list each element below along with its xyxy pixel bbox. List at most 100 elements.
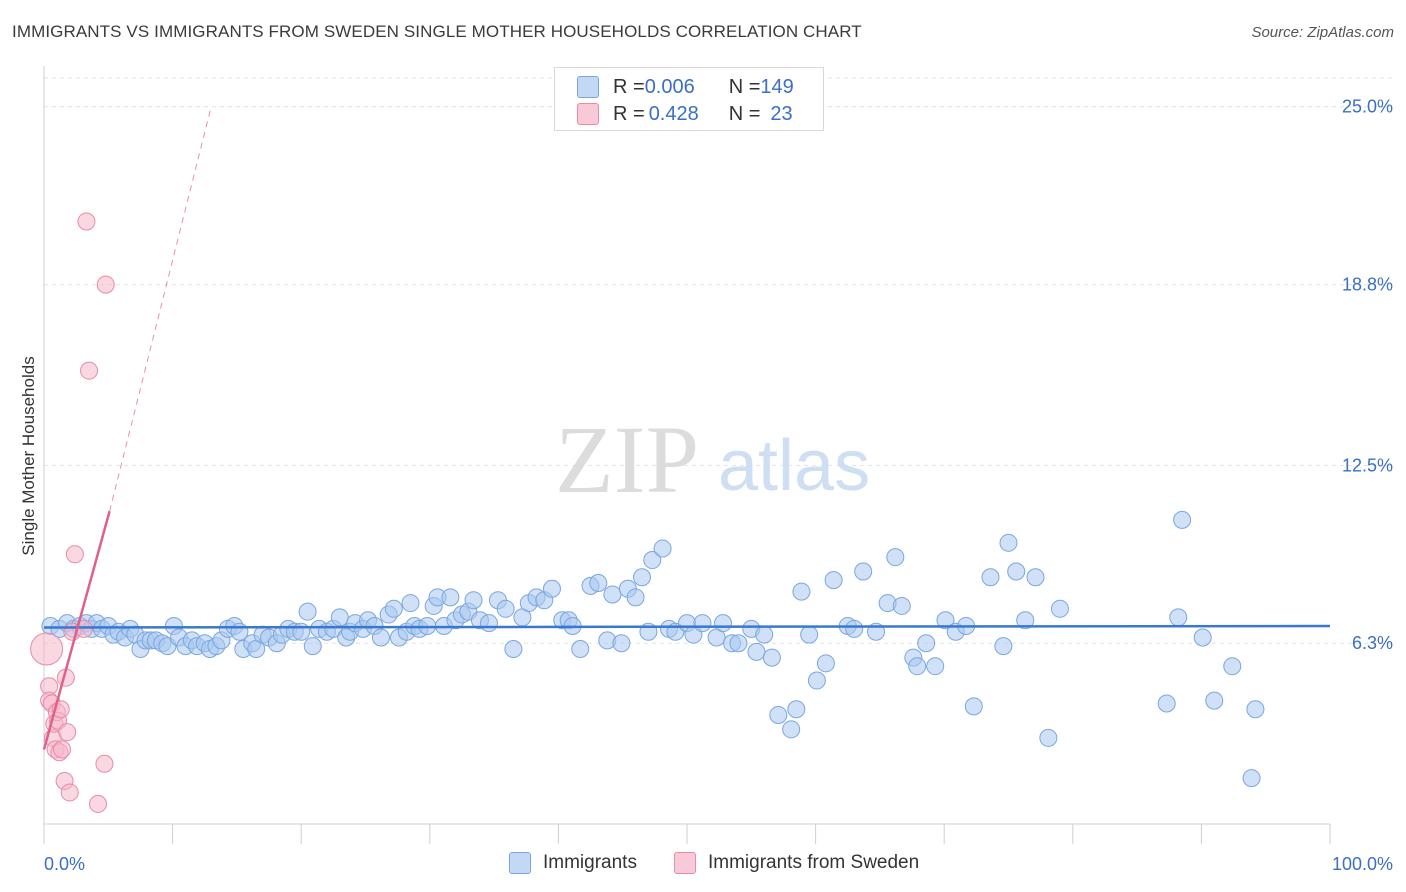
data-point-immigrants [1223, 657, 1242, 676]
source-label: Source: ZipAtlas.com [1251, 24, 1394, 41]
bottom-legend-label-immigrants: Immigrants [543, 852, 637, 873]
data-point-immigrants [643, 551, 662, 570]
y-axis-title: Single Mother Households [19, 356, 38, 555]
legend-n-value: 149 [760, 75, 794, 98]
legend-row-sweden: R = 0.428 N = 23 [577, 101, 793, 127]
data-point-sweden [65, 545, 84, 564]
data-point-immigrants [1039, 728, 1058, 747]
data-point-immigrants [464, 591, 483, 610]
data-point-immigrants [1173, 510, 1192, 529]
legend-n-value: 23 [770, 102, 793, 125]
data-point-immigrants [917, 634, 936, 653]
data-point-sweden [80, 361, 99, 380]
data-point-immigrants [800, 625, 819, 644]
data-point-immigrants [999, 533, 1018, 552]
data-point-immigrants [994, 637, 1013, 656]
data-point-immigrants [1193, 628, 1212, 647]
y-tick-label: 6.3% [1352, 633, 1393, 653]
gridlines [44, 77, 1392, 644]
series-immigrants-from-sweden [30, 212, 115, 813]
x-tick-label: 100.0% [1332, 854, 1393, 874]
data-point-immigrants [936, 611, 955, 630]
data-point-immigrants [892, 596, 911, 615]
legend-n-label: N = [728, 102, 761, 125]
data-point-immigrants [729, 634, 748, 653]
data-point-immigrants [441, 588, 460, 607]
data-point-immigrants [755, 625, 774, 644]
data-point-immigrants [1050, 599, 1069, 618]
bottom-legend-swatch-immigrants [509, 852, 531, 874]
y-tick-label: 12.5% [1342, 455, 1393, 475]
data-point-immigrants [626, 588, 645, 607]
bottom-legend-label-sweden: Immigrants from Sweden [708, 852, 920, 873]
data-point-sweden [77, 212, 96, 231]
bottom-legend-immigrants: Immigrants [509, 852, 637, 874]
legend-r-label: R = [613, 102, 645, 125]
data-point-immigrants [1169, 608, 1188, 627]
data-point-immigrants [371, 628, 390, 647]
data-point-immigrants [845, 619, 864, 638]
data-point-immigrants [782, 720, 801, 739]
legend-r-value: 0.428 [648, 102, 699, 125]
trend-line-sweden [42, 510, 111, 750]
data-point-immigrants [1242, 769, 1261, 788]
data-point-immigrants [479, 614, 498, 633]
data-point-sweden [96, 275, 115, 294]
data-point-immigrants [571, 639, 590, 658]
data-point-sweden [95, 754, 114, 773]
data-point-immigrants [298, 602, 317, 621]
trend-line-immigrants [43, 624, 1331, 629]
data-point-immigrants [693, 614, 712, 633]
legend-swatch-sweden [577, 103, 599, 125]
x-tick-label: 0.0% [44, 854, 85, 874]
trend-lines [42, 106, 1331, 750]
watermark-atlas: atlas [718, 426, 870, 506]
data-point-immigrants [1157, 694, 1176, 713]
legend-swatch-immigrants [577, 76, 599, 98]
y-tick-label: 18.8% [1342, 275, 1393, 295]
data-point-immigrants [714, 614, 733, 633]
data-point-immigrants [981, 568, 1000, 587]
data-point-immigrants [330, 608, 349, 627]
data-point-immigrants [824, 571, 843, 590]
correlation-legend: R = 0.006 N = 149 R = 0.428 N = 23 [554, 67, 824, 131]
data-point-sweden [30, 632, 64, 666]
data-point-immigrants [1007, 562, 1026, 581]
data-point-immigrants [908, 657, 927, 676]
data-point-immigrants [1205, 691, 1224, 710]
data-point-sweden [60, 783, 79, 802]
legend-r-label: R = [613, 75, 645, 98]
data-point-immigrants [854, 562, 873, 581]
data-point-immigrants [926, 657, 945, 676]
data-point-immigrants [886, 548, 905, 567]
trend-line-sweden-extension [109, 106, 212, 512]
data-point-immigrants [303, 637, 322, 656]
data-point-immigrants [504, 639, 523, 658]
data-point-immigrants [612, 634, 631, 653]
data-point-immigrants [762, 648, 781, 667]
legend-row-immigrants: R = 0.006 N = 149 [577, 74, 794, 100]
watermark-zip: ZIP [555, 406, 699, 513]
data-point-immigrants [632, 568, 651, 587]
data-point-immigrants [787, 700, 806, 719]
data-point-sweden [89, 794, 108, 813]
data-point-immigrants [747, 642, 766, 661]
data-point-immigrants [807, 671, 826, 690]
data-point-immigrants [384, 599, 403, 618]
chart-title: IMMIGRANTS VS IMMIGRANTS FROM SWEDEN SIN… [12, 22, 862, 41]
bottom-legend-sweden: Immigrants from Sweden [674, 852, 919, 874]
data-point-immigrants [1016, 611, 1035, 630]
data-point-immigrants [401, 594, 420, 613]
data-point-immigrants [653, 539, 672, 558]
data-point-immigrants [816, 654, 835, 673]
data-point-immigrants [603, 585, 622, 604]
data-point-immigrants [589, 573, 608, 592]
data-point-immigrants [1026, 568, 1045, 587]
y-tick-label: 25.0% [1342, 97, 1393, 117]
data-point-immigrants [292, 622, 311, 641]
data-point-immigrants [1246, 700, 1265, 719]
data-point-immigrants [792, 582, 811, 601]
legend-n-label: N = [728, 75, 761, 98]
data-point-immigrants [964, 697, 983, 716]
